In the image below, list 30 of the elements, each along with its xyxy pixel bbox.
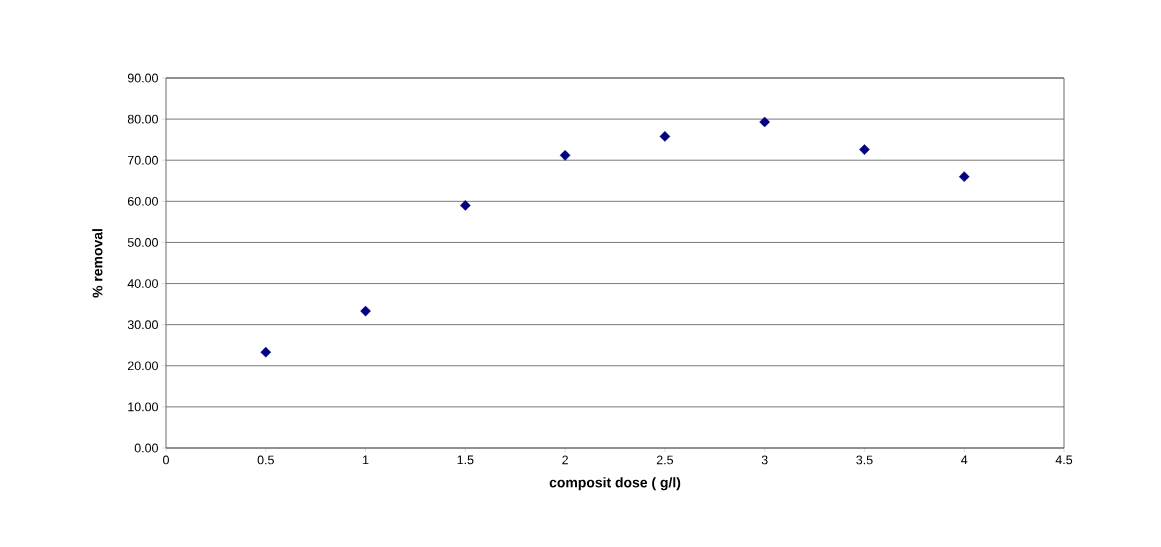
y-tick-label: 30.00 xyxy=(127,320,158,330)
y-tick-label: 70.00 xyxy=(127,155,158,165)
x-tick-label: 3.5 xyxy=(856,455,873,465)
y-tick-label: 80.00 xyxy=(127,114,158,124)
y-tick-label: 10.00 xyxy=(128,402,158,412)
y-tick-label: 60.00 xyxy=(127,196,158,206)
point xyxy=(659,131,671,142)
x-tick-label: 2 xyxy=(562,455,568,465)
x-tick-label: 1.5 xyxy=(457,455,474,465)
y-tick-label: 90.00 xyxy=(127,73,158,83)
x-tick-label: 4.5 xyxy=(1055,455,1073,465)
point xyxy=(958,171,970,182)
x-tick-label: 0 xyxy=(163,455,169,465)
x-tick-label: 1 xyxy=(363,455,369,465)
x-tick-label: 3 xyxy=(761,455,768,465)
point xyxy=(759,116,770,128)
point xyxy=(360,305,371,317)
x-axis-title: composit dose ( g/l) xyxy=(549,477,681,491)
y-axis-title: % removal xyxy=(92,229,103,298)
y-tick-label: 40.00 xyxy=(127,279,158,288)
x-tick-label: 0.5 xyxy=(257,455,274,465)
y-tick-label: 20.00 xyxy=(127,361,158,371)
y-tick-label: 0.00 xyxy=(134,443,158,453)
x-tick-label: 4 xyxy=(961,455,968,465)
point xyxy=(460,200,471,211)
point xyxy=(859,144,870,155)
point xyxy=(559,150,571,161)
x-tick-label: 2.5 xyxy=(656,455,674,465)
y-tick-label: 50.00 xyxy=(127,238,158,247)
point xyxy=(260,346,272,358)
